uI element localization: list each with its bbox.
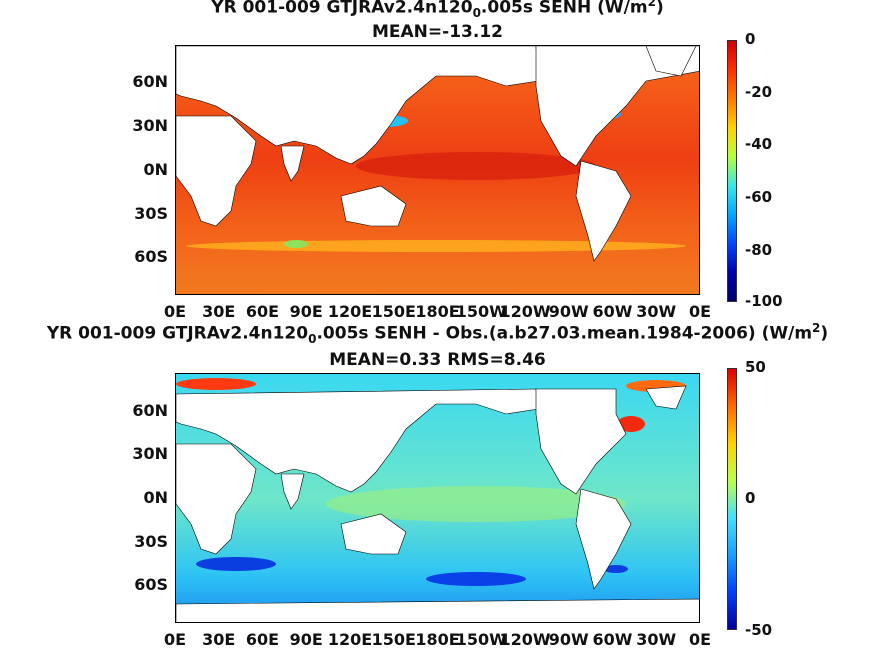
panel1-lon-label: 150W	[455, 302, 507, 321]
panel1-map	[175, 45, 700, 295]
panel1-lat-30n: 30N	[132, 116, 168, 135]
antarctica	[176, 598, 699, 622]
panel2-lon-label: 30W	[636, 630, 677, 649]
southern-cold-3	[604, 565, 628, 573]
panel1-lat-60s: 60S	[134, 247, 168, 266]
labrador-anomaly	[617, 416, 645, 432]
panel1-mean: MEAN=-13.12	[372, 22, 503, 42]
panel1-cb-label: -40	[745, 135, 773, 153]
panel2-lon-label: 60E	[245, 630, 280, 649]
panel2-lon-label: 180E	[415, 630, 460, 649]
arctic-warm	[176, 378, 256, 390]
panel1-cb-label: -20	[745, 83, 773, 101]
eurasia	[176, 46, 539, 165]
panel1-lon-label: 90E	[289, 302, 323, 321]
panel2-colorbar	[727, 368, 737, 630]
southern-cold-2	[426, 572, 526, 586]
panel2-lon-label: 0E	[688, 630, 712, 649]
australia	[340, 513, 407, 555]
panel1-lon-label: 120W	[499, 302, 551, 321]
continents	[176, 46, 699, 262]
panel1-cb-label: -60	[745, 188, 773, 206]
greenland	[645, 46, 697, 77]
panel2-cb-label: 50	[745, 358, 766, 376]
southern-anomaly	[284, 240, 308, 248]
panel1-lon-label: 0E	[163, 302, 187, 321]
panel2-lat-0n: 0N	[143, 488, 168, 507]
panel1-lat-60n: 60N	[132, 72, 168, 91]
panel2-lon-label: 120E	[327, 630, 373, 649]
india	[280, 145, 305, 182]
panel2-lon-label: 0E	[163, 630, 187, 649]
greenland	[645, 385, 687, 410]
panel2-lon-label: 30E	[202, 630, 236, 649]
eurasia	[176, 388, 539, 493]
south-america	[575, 160, 632, 262]
panel2-lat-60s: 60S	[134, 575, 168, 594]
tropical-green	[326, 486, 626, 522]
south-america	[575, 488, 632, 590]
panel1-lon-label: 90W	[548, 302, 589, 321]
panel1-lon-label: 60W	[592, 302, 633, 321]
panel1-title: YR 001-009 GTJRAv2.4n1200.005s SENH (W/m…	[211, 0, 664, 21]
panel1-colorbar	[727, 40, 737, 302]
panel1-lon-label: 30W	[636, 302, 677, 321]
panel1-lat-0n: 0N	[143, 160, 168, 179]
panel1-cb-label: 0	[745, 30, 756, 48]
panel2-lat-30s: 30S	[134, 532, 168, 551]
north-america	[535, 46, 699, 167]
panel1-lat-30s: 30S	[134, 204, 168, 223]
panel1-cb-label: -100	[745, 292, 783, 310]
panel2-title: YR 001-009 GTJRAv2.4n1200.005s SENH - Ob…	[46, 321, 829, 347]
warm-tropics	[356, 152, 596, 180]
panel2-lon-label: 150E	[371, 630, 416, 649]
africa	[176, 443, 257, 555]
india	[280, 473, 305, 510]
panel2-lat-60n: 60N	[132, 401, 168, 420]
panel1-lon-label: 150E	[371, 302, 416, 321]
southern-ocean-band	[186, 240, 686, 252]
panel2-cb-label: 0	[745, 489, 756, 507]
panel1-lon-label: 60E	[245, 302, 280, 321]
panel2-lon-label: 120W	[499, 630, 551, 649]
panel1-lon-label: 180E	[415, 302, 460, 321]
north-america	[535, 388, 627, 495]
panel2-stats: MEAN=0.33 RMS=8.46	[329, 350, 546, 370]
continents	[176, 385, 699, 622]
panel2-lon-label: 60W	[592, 630, 633, 649]
africa	[176, 115, 257, 227]
panel1-lon-label: 30E	[202, 302, 236, 321]
panel2-lat-30n: 30N	[132, 444, 168, 463]
panel1-lon-label: 120E	[327, 302, 373, 321]
panel2-lon-label: 90E	[289, 630, 323, 649]
panel2-cb-label: -50	[745, 621, 773, 639]
panel2-map	[175, 373, 700, 623]
australia	[340, 185, 407, 227]
panel1-cb-label: -80	[745, 241, 773, 259]
panel2-lon-label: 150W	[455, 630, 507, 649]
panel1-lon-label: 0E	[688, 302, 712, 321]
panel2-lon-label: 90W	[548, 630, 589, 649]
southern-cold-1	[196, 557, 276, 571]
